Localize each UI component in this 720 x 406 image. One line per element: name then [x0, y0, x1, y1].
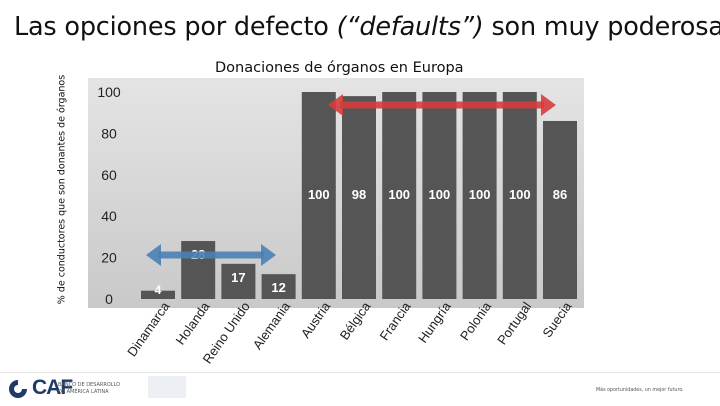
footer-slogan: Más oportunidades, un mejor futuro.: [596, 388, 684, 393]
y-tick-group: 0 20 40 60 80 100: [97, 84, 121, 307]
opt-out-arrow: [328, 94, 556, 116]
footer-bar: CAF BANCO DE DESARROLLO DE AMÉRICA LATIN…: [0, 372, 720, 406]
bar-suecia: [543, 120, 577, 299]
bar-alemania: [261, 274, 296, 299]
bar-portugal: [502, 92, 537, 299]
opt-in-arrow: [146, 244, 276, 266]
chart-title: Donaciones de órganos en Europa: [215, 60, 464, 76]
bar-austria: [301, 92, 336, 299]
data-label-10: 86: [553, 187, 567, 202]
bar-bélgica: [342, 96, 376, 299]
y-tick-label-0: 0: [105, 291, 113, 307]
bar-francia: [382, 92, 417, 299]
caf-logo-text: CAF: [32, 376, 73, 399]
bar-reino-unido: [221, 263, 256, 299]
data-label-9: 100: [509, 187, 531, 202]
data-label-2: 17: [231, 270, 245, 285]
data-label-group: 42817121009810010010010086: [155, 187, 568, 297]
y-tick-label-100: 100: [97, 84, 121, 100]
data-label-6: 100: [388, 187, 410, 202]
bar-holanda: [181, 241, 216, 299]
y-tick-label-20: 20: [101, 250, 117, 266]
caf-logo-icon: [9, 380, 27, 398]
y-tick-label-60: 60: [101, 167, 117, 183]
slide-title: Las opciones por defecto (“defaults”) so…: [14, 12, 720, 42]
data-label-5: 98: [352, 187, 366, 202]
slide-title-emphasis: (“defaults”): [336, 12, 484, 42]
bar-hungría: [422, 92, 457, 299]
data-label-4: 100: [308, 187, 330, 202]
logo-subtitle-line-1: BANCO DE DESARROLLO: [58, 382, 121, 388]
page-placeholder-box: [148, 376, 186, 398]
chart-panel: [88, 78, 584, 308]
data-label-8: 100: [469, 187, 491, 202]
logo-subtitle-line-2: DE AMÉRICA LATINA: [58, 389, 109, 395]
y-tick-label-80: 80: [101, 125, 117, 141]
y-tick-label-40: 40: [101, 208, 117, 224]
annotation-arrow-group: [146, 94, 556, 266]
slide-title-pre: Las opciones por defecto: [14, 12, 337, 42]
bar-polonia: [462, 92, 497, 299]
bar-dinamarca: [141, 290, 175, 299]
data-label-0: 4: [155, 283, 162, 297]
bar-group: [141, 92, 577, 299]
data-label-3: 12: [271, 280, 285, 295]
data-label-7: 100: [429, 187, 451, 202]
slide-title-post: son muy poderosas: [483, 12, 720, 42]
